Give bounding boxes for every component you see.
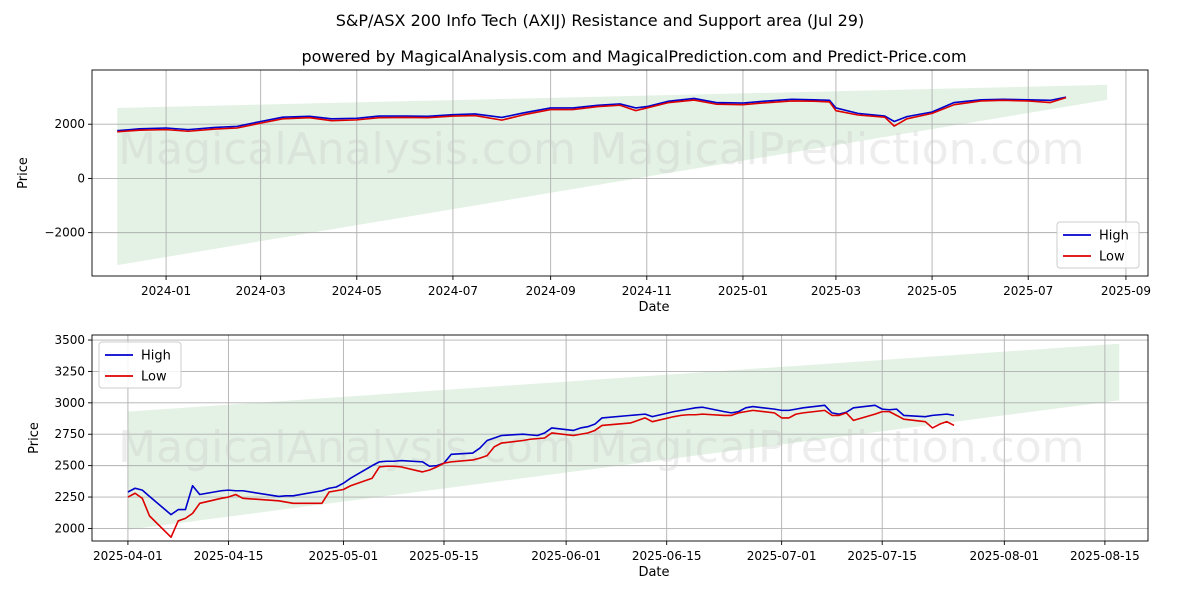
y-tick-label: −2000 <box>44 226 85 240</box>
x-tick-label: 2024-03 <box>236 284 286 298</box>
legend-label-high: High <box>1099 229 1129 244</box>
x-tick-label: 2024-07 <box>428 284 478 298</box>
x-tick-label: 2025-06-01 <box>531 549 601 563</box>
x-tick-label: 2024-11 <box>622 284 672 298</box>
x-tick-label: 2025-08-15 <box>1070 549 1140 563</box>
x-tick-label: 2025-07 <box>1003 284 1053 298</box>
x-tick-label: 2024-05 <box>332 284 382 298</box>
y-tick-label: 0 <box>77 171 85 185</box>
watermark-text: MagicalAnalysis.com <box>118 422 576 473</box>
x-tick-label: 2025-07-01 <box>747 549 817 563</box>
chart-subtitle: powered by MagicalAnalysis.com and Magic… <box>301 47 966 66</box>
y-tick-label: 2750 <box>54 427 85 441</box>
x-axis-label: Date <box>638 565 669 580</box>
legend-label-low: Low <box>1099 250 1125 265</box>
chart-panel-2: MagicalAnalysis.com MagicalPrediction.com… <box>27 333 1149 580</box>
series-line-high <box>127 404 955 516</box>
chart-title: S&P/ASX 200 Info Tech (AXIJ) Resistance … <box>336 11 864 30</box>
x-tick-label: 2025-04-15 <box>194 549 264 563</box>
support-resistance-band <box>117 84 1108 266</box>
chart-panel-1: MagicalAnalysis.com MagicalPrediction.com… <box>16 69 1151 315</box>
x-tick-label: 2025-03 <box>811 284 861 298</box>
legend-label-low: Low <box>141 370 167 385</box>
plot-area: MagicalAnalysis.com MagicalPrediction.com <box>92 335 1148 541</box>
watermark-text: MagicalAnalysis.com <box>118 124 576 175</box>
series-line-low <box>127 409 955 539</box>
y-axis-label: Price <box>16 157 31 189</box>
y-tick-label: 3000 <box>54 396 85 410</box>
y-tick-label: 2000 <box>54 117 85 131</box>
y-tick-label: 2500 <box>54 459 85 473</box>
support-resistance-band <box>127 343 1120 530</box>
series-line-low <box>117 96 1067 133</box>
legend: High Low <box>1056 221 1140 269</box>
x-tick-label: 2025-04-01 <box>93 549 163 563</box>
x-tick-label: 2025-05-15 <box>409 549 479 563</box>
watermark-text: MagicalPrediction.com <box>590 422 1085 473</box>
legend: High Low <box>98 341 182 389</box>
x-tick-label: 2025-05 <box>907 284 957 298</box>
y-tick-label: 2000 <box>54 521 85 535</box>
series-line-high <box>117 96 1067 132</box>
x-tick-label: 2025-08-01 <box>969 549 1039 563</box>
plot-frame <box>91 69 1149 277</box>
plot-frame <box>91 334 1149 542</box>
x-tick-label: 2025-06-15 <box>632 549 702 563</box>
x-tick-label: 2025-05-01 <box>309 549 379 563</box>
y-axis-label: Price <box>27 422 42 454</box>
y-tick-label: 3250 <box>54 364 85 378</box>
x-tick-label: 2025-09 <box>1101 284 1151 298</box>
plot-area: MagicalAnalysis.com MagicalPrediction.com <box>92 70 1148 276</box>
x-tick-label: 2024-01 <box>141 284 191 298</box>
x-axis-label: Date <box>638 300 669 315</box>
x-tick-label: 2025-07-15 <box>847 549 917 563</box>
x-tick-label: 2024-09 <box>526 284 576 298</box>
y-tick-label: 3500 <box>54 333 85 347</box>
legend-label-high: High <box>141 349 171 364</box>
x-tick-label: 2025-01 <box>718 284 768 298</box>
y-tick-label: 2250 <box>54 490 85 504</box>
watermark-text: MagicalPrediction.com <box>590 124 1085 175</box>
